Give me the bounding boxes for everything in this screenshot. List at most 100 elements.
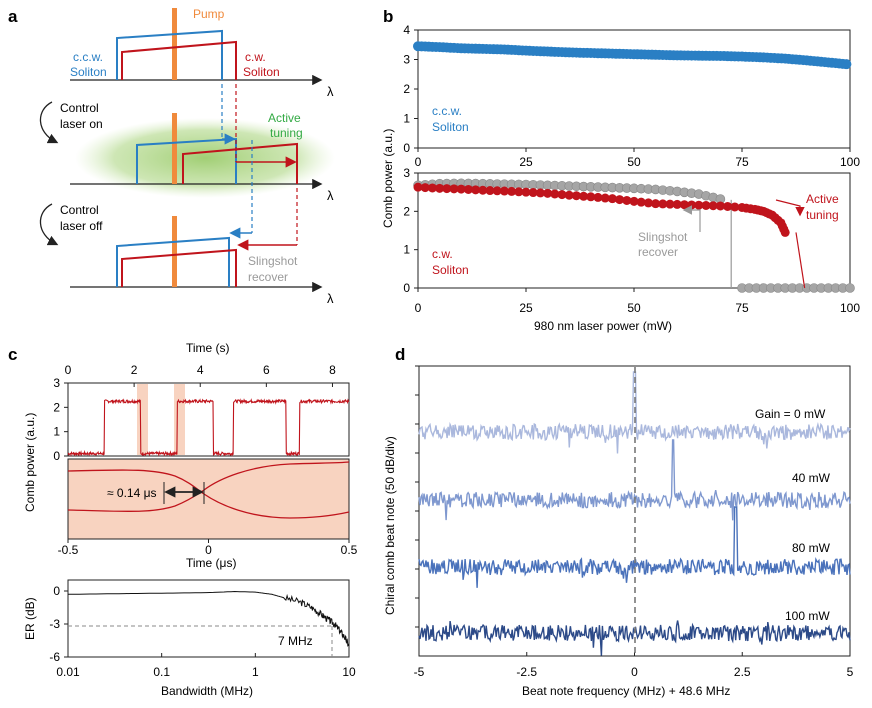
- cw-point: [723, 201, 733, 211]
- ccw-point: [841, 59, 852, 70]
- cw-soliton-1: [121, 40, 237, 80]
- x-tick-label: 50: [627, 301, 641, 315]
- b-cw-2: Soliton: [432, 263, 469, 277]
- b-xlabel: 980 nm laser power (mW): [534, 319, 672, 333]
- cw-point: [514, 187, 524, 197]
- cw-point: [643, 198, 653, 208]
- y-tick-label: 2: [403, 82, 410, 96]
- cw-point: [442, 184, 452, 194]
- c-top-ticks: 0 2 4 6 8 0 1 2 3: [53, 363, 336, 463]
- cw-point: [492, 186, 502, 196]
- cw-label-1: c.w.: [245, 50, 266, 64]
- panel-label-c: c: [8, 345, 17, 364]
- cw-drop: [795, 232, 806, 289]
- y-tick-label: 3: [403, 53, 410, 67]
- d-gain-80: 80 mW: [792, 541, 831, 555]
- x-tick-label: 50: [627, 155, 641, 169]
- y-tick-label: 0: [403, 281, 410, 295]
- x-tick-label: -2.5: [516, 665, 537, 679]
- beat-trace: [418, 439, 851, 521]
- cw-point: [420, 183, 430, 193]
- x-tick-label: 100: [840, 301, 860, 315]
- cw-point: [471, 185, 481, 195]
- y-tick-label: 4: [403, 23, 410, 37]
- panel-label-b: b: [383, 7, 393, 26]
- cw-point: [701, 200, 711, 210]
- c-time-us-label: Time (μs): [186, 556, 236, 570]
- cw-point: [557, 190, 567, 200]
- cw-point: [564, 190, 574, 200]
- cw-point: [528, 188, 538, 198]
- c-bottom-ticks: 0.01 0.1 1 10 0 -3 -6: [49, 584, 356, 679]
- cw-point: [672, 199, 682, 209]
- cw-point: [499, 186, 509, 196]
- x-tick-label: 0: [631, 665, 638, 679]
- x-tick-label: 6: [263, 363, 270, 377]
- cw-point: [579, 191, 589, 201]
- c-bw-annotation: 7 MHz: [278, 634, 313, 648]
- y-tick-label: -6: [49, 650, 60, 664]
- cw-point: [629, 196, 639, 206]
- c-top-frame: [67, 382, 350, 457]
- panel-b-bottom-ticks: 0 25 50 75 100 0 1 2 3: [403, 166, 860, 315]
- cw-point: [521, 187, 531, 197]
- cw-point: [485, 186, 495, 196]
- ccw-soliton-3: [116, 236, 230, 287]
- c-bottom-trace: [67, 590, 350, 647]
- cw-point: [550, 189, 560, 199]
- cw-point: [449, 184, 459, 194]
- slingshot-label-1: Slingshot: [248, 254, 298, 268]
- panel-a-row1: Pump c.c.w. Soliton c.w. Soliton λ: [70, 7, 334, 99]
- panel-a-row2: Active tuning λ: [70, 111, 334, 203]
- cw-point: [413, 182, 423, 192]
- c-er-label: ER (dB): [23, 597, 37, 640]
- x-tick-label: 5: [847, 665, 854, 679]
- b-sling-2: recover: [638, 245, 678, 259]
- cw-soliton-3: [121, 248, 237, 287]
- y-tick-label: 1: [403, 243, 410, 257]
- b-cw-1: c.w.: [432, 247, 453, 261]
- x-tick-label: 75: [735, 155, 749, 169]
- c-middle-ticks: -0.5 0 0.5: [58, 539, 358, 557]
- b-ylabel: Comb power (a.u.): [381, 129, 395, 228]
- d-xlabel: Beat note frequency (MHz) + 48.6 MHz: [522, 684, 730, 698]
- d-gain-40: 40 mW: [792, 471, 831, 485]
- b-active-2: tuning: [806, 208, 839, 222]
- c-bw-label: Bandwidth (MHz): [161, 684, 253, 698]
- x-tick-label: 100: [840, 155, 860, 169]
- x-tick-label: 0: [415, 301, 422, 315]
- x-tick-label: -0.5: [58, 543, 79, 557]
- c-middle-panel: [67, 458, 350, 540]
- y-tick-label: -3: [49, 617, 60, 631]
- control-on-1: Control: [60, 101, 99, 115]
- panel-b-top-ticks: 0 25 50 75 100 0 1 2 3 4: [403, 23, 860, 169]
- cw-point: [636, 197, 646, 207]
- ccw-label-1: c.c.w.: [73, 50, 103, 64]
- cw-point: [780, 227, 790, 237]
- cw-point: [543, 188, 553, 198]
- cw-point: [607, 194, 617, 204]
- y-tick-label: 2: [53, 400, 60, 414]
- x-tick-label: 0: [415, 155, 422, 169]
- b-ccw-1: c.c.w.: [432, 104, 462, 118]
- ccw-soliton-1: [116, 29, 223, 80]
- panel-label-a: a: [8, 7, 18, 26]
- y-tick-label: 3: [403, 166, 410, 180]
- x-tick-label: 0.1: [153, 665, 170, 679]
- b-sling-1: Slingshot: [638, 230, 688, 244]
- x-tick-label: 0.5: [341, 543, 358, 557]
- x-tick-label: 0.01: [56, 665, 80, 679]
- control-off-1: Control: [60, 203, 99, 217]
- cw-point: [665, 199, 675, 209]
- panel-label-d: d: [395, 345, 405, 364]
- panel-b-top-series: [413, 41, 852, 70]
- c-ylabel: Comb power (a.u.): [23, 413, 37, 512]
- y-tick-label: 1: [403, 112, 410, 126]
- active-tuning-label-1: Active: [268, 111, 301, 125]
- x-tick-label: 25: [519, 301, 533, 315]
- x-tick-label: 25: [519, 155, 533, 169]
- ccw-label-2: Soliton: [70, 65, 107, 79]
- x-tick-label: 8: [329, 363, 336, 377]
- cw-point: [593, 192, 603, 202]
